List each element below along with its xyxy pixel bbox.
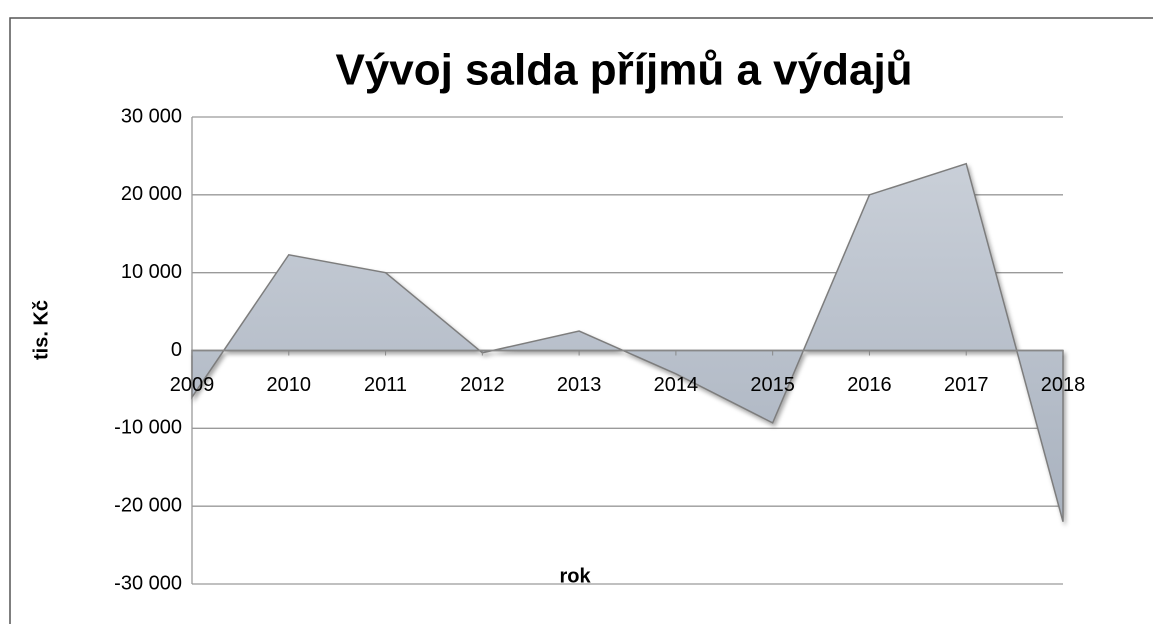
x-tick-label: 2009	[170, 374, 215, 396]
chart-title: Vývoj salda příjmů a výdajů	[335, 46, 912, 95]
area	[191, 162, 1064, 522]
x-tick-label: 2012	[460, 374, 505, 396]
x-tick-label: 2013	[557, 374, 602, 396]
y-tick-label: 20 000	[121, 183, 182, 205]
x-axis-label: rok	[559, 565, 591, 587]
y-tick-label: 10 000	[121, 261, 182, 283]
x-tick-label: 2010	[267, 374, 312, 396]
x-tick-label: 2016	[847, 374, 892, 396]
y-tick-label: -30 000	[114, 572, 182, 594]
x-tick-label: 2014	[654, 374, 699, 396]
y-tick-label: 30 000	[121, 105, 182, 127]
x-tick-label: 2017	[944, 374, 989, 396]
x-tick-label: 2018	[1041, 374, 1086, 396]
y-tick-label: -10 000	[114, 417, 182, 439]
y-tick-label: 0	[171, 339, 182, 361]
x-tick-label: 2015	[750, 374, 795, 396]
x-tick-label: 2011	[364, 374, 407, 396]
y-axis-label: tis. Kč	[30, 300, 52, 360]
y-tick-label: -20 000	[114, 494, 182, 516]
